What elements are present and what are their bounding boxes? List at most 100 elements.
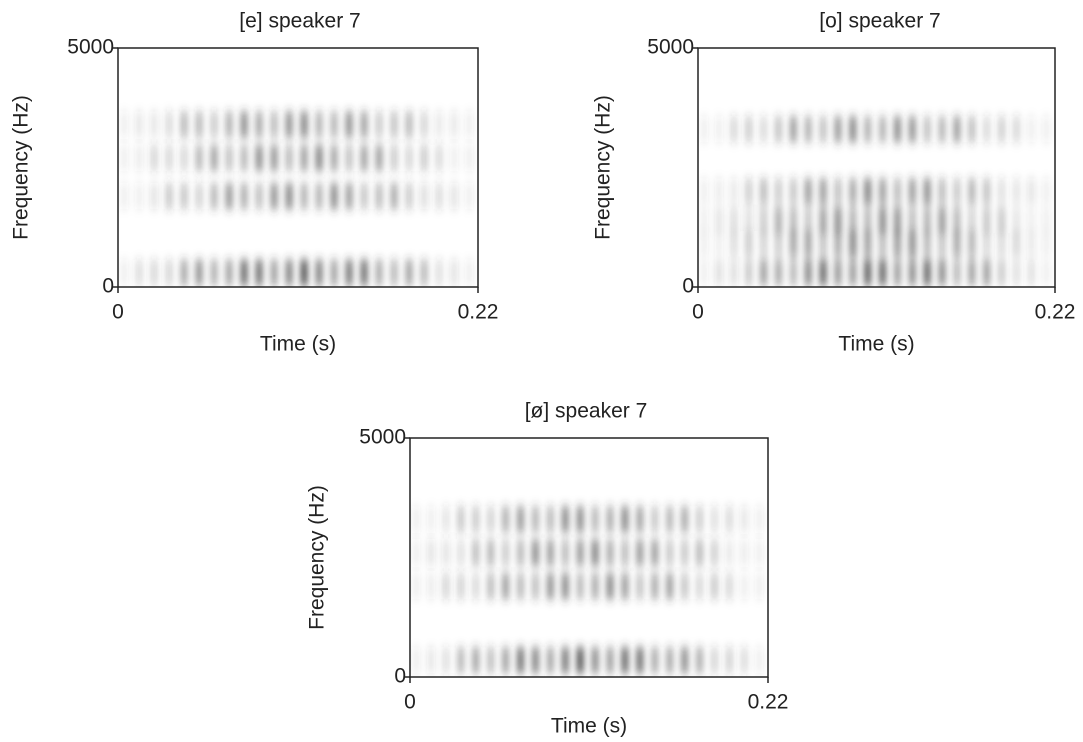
formant-striation [967, 230, 976, 257]
formant-striation [789, 178, 798, 205]
formant-striation [680, 647, 689, 674]
formant-striation [938, 207, 947, 234]
y-tick-label: 5000 [359, 426, 406, 449]
formant-striation [1012, 116, 1021, 143]
formant-striation [789, 259, 798, 286]
formant-striation [120, 144, 129, 171]
formant-striation [620, 539, 630, 566]
formant-striation [330, 259, 339, 286]
formant-striation [165, 183, 174, 210]
formant-striation [375, 183, 384, 210]
formant-striation [833, 116, 843, 143]
formant-striation [863, 259, 872, 286]
formant-striation [426, 647, 436, 674]
formant-striation [591, 506, 600, 533]
formant-striation [165, 259, 174, 286]
formant-striation [486, 647, 495, 674]
formant-striation [710, 539, 719, 566]
formant-striation [165, 144, 174, 171]
formant-striation [516, 539, 525, 566]
formant-striation [345, 259, 354, 286]
formant-striation [878, 207, 887, 234]
formant-striation [700, 116, 709, 143]
formant-striation [420, 111, 429, 138]
y-tick-label: 0 [682, 275, 694, 298]
formant-striation [360, 144, 369, 171]
formant-striation [923, 259, 932, 286]
formant-striation [390, 259, 399, 286]
formant-striation [412, 506, 421, 533]
formant-striation [908, 178, 917, 205]
formant-striation [938, 230, 947, 257]
formant-striation [620, 506, 630, 533]
formant-striation [1027, 207, 1036, 234]
formant-striation [270, 259, 279, 286]
formant-striation [345, 183, 354, 210]
formant-striation [150, 111, 159, 138]
formant-striation [893, 259, 902, 286]
formant-striation [426, 573, 436, 600]
x-tick-label: 0.22 [458, 301, 499, 324]
formant-striation [952, 116, 962, 143]
formant-striation [833, 207, 843, 234]
formant-striation [330, 111, 339, 138]
formant-striation [561, 539, 570, 566]
formant-striation [997, 259, 1006, 286]
formant-striation [744, 178, 753, 205]
formant-striation [285, 111, 294, 138]
y-tick-label: 5000 [67, 36, 114, 59]
formant-striation [300, 144, 309, 171]
formant-striation [531, 539, 540, 566]
formant-striation [465, 144, 474, 171]
plot-frame [117, 47, 479, 288]
y-tick-label: 0 [102, 275, 114, 298]
formant-striation [804, 230, 813, 257]
x-tick-label: 0.22 [1035, 301, 1076, 324]
formant-striation [774, 207, 783, 234]
formant-striation [967, 178, 976, 205]
spectrogram-plot [412, 506, 764, 674]
formant-striation [982, 259, 991, 286]
formant-striation [360, 183, 369, 210]
formant-striation [420, 183, 429, 210]
formant-striation [486, 506, 495, 533]
formant-striation [531, 506, 540, 533]
formant-striation [150, 183, 159, 210]
formant-striation [700, 178, 709, 205]
formant-striation [759, 178, 768, 205]
formant-striation [755, 506, 764, 533]
formant-striation [486, 539, 495, 566]
formant-striation [1042, 259, 1051, 286]
formant-striation [456, 506, 465, 533]
formant-striation [878, 259, 887, 286]
chart-title: [ø] speaker 7 [525, 400, 648, 423]
formant-striation [789, 230, 798, 257]
formant-striation [714, 207, 724, 234]
formant-striation [486, 573, 495, 600]
formant-striation [740, 506, 749, 533]
formant-striation [390, 183, 399, 210]
formant-striation [516, 506, 525, 533]
formant-striation [759, 116, 768, 143]
formant-striation [426, 539, 436, 566]
formant-striation [225, 144, 234, 171]
formant-striation [240, 111, 249, 138]
formant-striation [695, 573, 704, 600]
formant-striation [1012, 230, 1021, 257]
formant-striation [465, 111, 474, 138]
formant-striation [952, 207, 962, 234]
formant-striation [938, 178, 947, 205]
formant-striation [285, 259, 294, 286]
formant-striation [744, 207, 753, 234]
formant-striation [345, 144, 354, 171]
formant-striation [426, 506, 436, 533]
formant-striation [680, 539, 689, 566]
formant-striation [729, 207, 738, 234]
formant-striation [270, 111, 279, 138]
spectrogram-image [412, 506, 764, 674]
formant-striation [270, 183, 279, 210]
formant-striation [561, 506, 570, 533]
formant-striation [120, 259, 129, 286]
formant-striation [605, 573, 615, 600]
